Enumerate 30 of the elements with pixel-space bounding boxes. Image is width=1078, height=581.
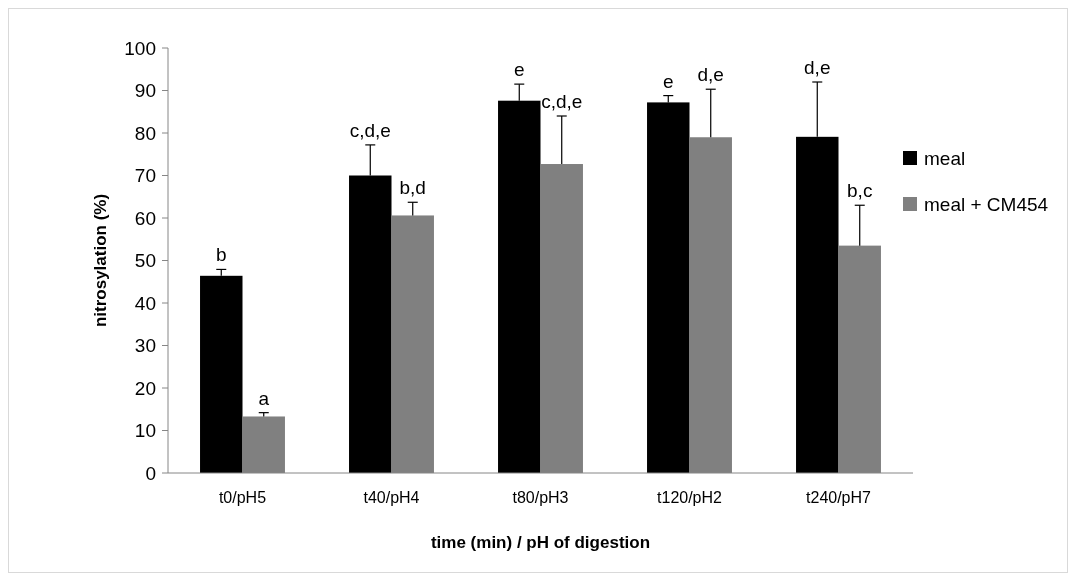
- y-tick-label: 60: [134, 207, 156, 229]
- y-tick-label: 0: [145, 462, 156, 484]
- y-tick-label: 40: [134, 292, 156, 314]
- y-tick-label: 30: [134, 335, 156, 357]
- data-label: b,c: [847, 180, 873, 202]
- data-label: b: [215, 244, 227, 266]
- data-label: a: [258, 387, 270, 409]
- data-label: d,e: [697, 64, 724, 86]
- data-label: e: [513, 59, 525, 81]
- data-label: c,d,e: [541, 91, 583, 112]
- y-tick-label: 70: [134, 165, 156, 187]
- y-tick-label: 90: [134, 80, 156, 102]
- data-label: e: [662, 70, 674, 92]
- x-axis-title: time (min) / pH of digestion: [430, 533, 651, 552]
- x-tick-label: t0/pH5: [218, 489, 267, 506]
- data-label: d,e: [804, 57, 831, 78]
- y-tick-label: 100: [124, 37, 156, 59]
- y-tick-label: 50: [134, 250, 156, 272]
- data-label: c,d,e: [349, 119, 391, 141]
- data-label: b,d: [399, 177, 426, 199]
- x-tick-label: t240/pH7: [806, 489, 872, 506]
- legend-label: meal: [924, 147, 966, 169]
- x-tick-label: t80/pH3: [512, 489, 569, 506]
- legend-label: meal + CM454: [924, 193, 1049, 215]
- y-axis-title: nitrosylation (%): [91, 193, 110, 328]
- y-tick-label: 10: [134, 420, 156, 442]
- x-tick-label: t40/pH4: [363, 489, 420, 506]
- x-tick-label: t120/pH2: [657, 489, 723, 506]
- y-tick-label: 20: [134, 377, 156, 399]
- y-tick-label: 80: [134, 122, 156, 144]
